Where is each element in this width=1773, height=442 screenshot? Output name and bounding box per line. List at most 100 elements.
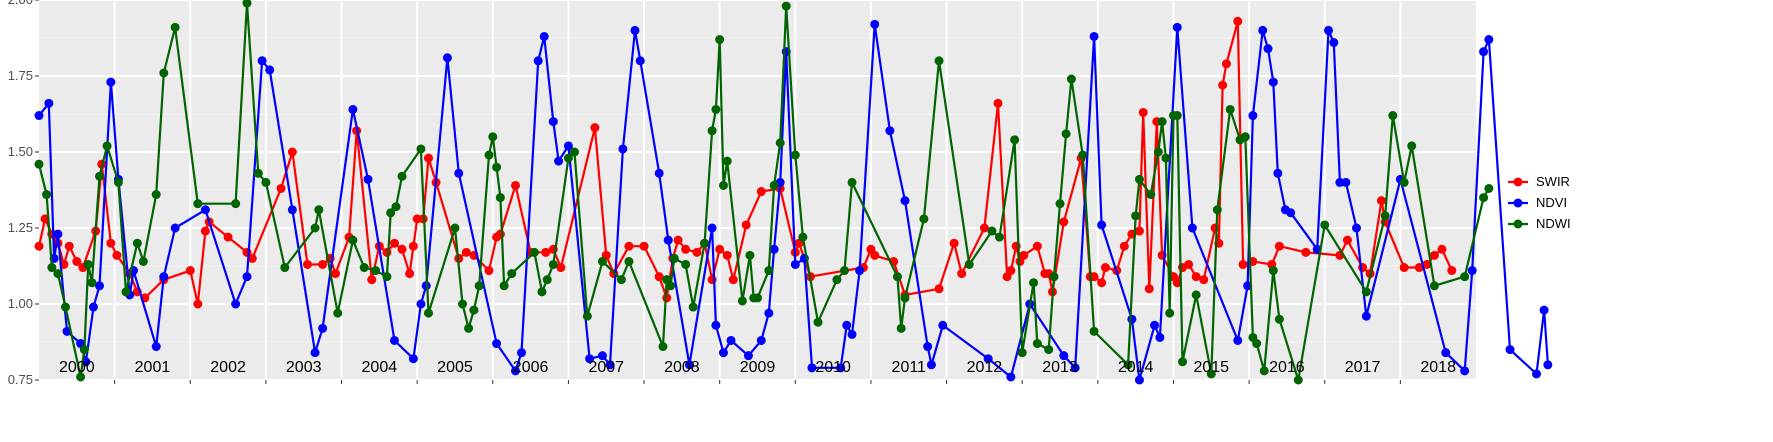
ndwi-point <box>42 190 52 200</box>
series-layer <box>34 0 1553 385</box>
ndvi-point <box>88 302 98 312</box>
ndvi-point <box>707 223 717 233</box>
ndvi-point <box>1273 168 1283 178</box>
ndvi-point <box>44 98 54 108</box>
ndwi-point <box>1178 357 1188 367</box>
ndwi-point <box>261 177 271 187</box>
swir-point <box>715 244 725 254</box>
swir-point <box>495 229 505 239</box>
ndwi-point <box>1225 104 1235 114</box>
year-label: 2014 <box>1118 359 1154 376</box>
ndwi-point <box>964 259 974 269</box>
swir-point <box>624 241 634 251</box>
ndvi-point <box>654 168 664 178</box>
ndvi-point <box>1258 25 1268 35</box>
ndwi-point <box>934 56 944 66</box>
ndwi-point <box>102 141 112 151</box>
ndwi-point <box>529 247 539 257</box>
swir-point <box>200 226 210 236</box>
ndwi-point <box>666 281 676 291</box>
year-label: 2017 <box>1345 359 1381 376</box>
swir-point <box>1221 59 1231 69</box>
ndwi-point <box>1165 308 1175 318</box>
ndwi-point <box>507 269 517 279</box>
ndwi-point <box>764 266 774 276</box>
swir-point <box>1019 250 1029 260</box>
year-label: 2010 <box>815 359 851 376</box>
ndwi-point <box>832 275 842 285</box>
ndwi-point <box>681 259 691 269</box>
ndwi-point <box>1066 74 1076 84</box>
swir-point <box>64 241 74 251</box>
ndvi-point <box>200 205 210 215</box>
swir-point <box>1172 278 1182 288</box>
ndwi-point <box>159 68 169 78</box>
ndwi-point <box>718 180 728 190</box>
ndvi-point <box>1187 223 1197 233</box>
ndvi-point <box>743 351 753 361</box>
ndvi-point <box>1361 311 1371 321</box>
swir-point <box>34 241 44 251</box>
ndwi-point <box>34 159 44 169</box>
ndvi-point <box>454 168 464 178</box>
swir-point <box>1358 263 1368 273</box>
ndwi-point <box>474 281 484 291</box>
ndvi-point <box>605 360 615 370</box>
swir-point <box>1100 263 1110 273</box>
year-label: 2013 <box>1042 359 1078 376</box>
ndwi-point <box>1049 272 1059 282</box>
ndwi-point <box>1078 150 1088 160</box>
ndvi-point <box>1484 35 1494 45</box>
swir-point <box>590 123 600 133</box>
ndvi-point <box>635 56 645 66</box>
swir-point <box>1422 259 1432 269</box>
ndvi-point <box>348 104 358 114</box>
ndwi-point <box>537 287 547 297</box>
ndwi-point <box>499 281 509 291</box>
ndvi-point <box>408 354 418 364</box>
ndvi-point <box>1543 360 1553 370</box>
ndwi-point <box>151 190 161 200</box>
ndwi-point <box>47 263 57 273</box>
ndvi-point <box>242 272 252 282</box>
swir-point <box>223 232 233 242</box>
ndwi-point <box>138 256 148 266</box>
ndwi-point <box>1399 177 1409 187</box>
ndwi-point <box>386 208 396 218</box>
ndvi-point <box>257 56 267 66</box>
swir-point <box>510 180 520 190</box>
legend-label-ndvi: NDVI <box>1536 195 1567 210</box>
ndvi-point <box>1134 375 1144 385</box>
swir-point <box>424 153 434 163</box>
ndvi-point <box>389 335 399 345</box>
ndwi-point <box>688 302 698 312</box>
year-label: 2015 <box>1193 359 1229 376</box>
swir-point <box>408 241 418 251</box>
y-tick-label: 1.75 <box>8 68 33 83</box>
ndwi-point <box>333 308 343 318</box>
year-label: 2001 <box>135 359 171 376</box>
y-tick-label: 1.50 <box>8 144 33 159</box>
swir-point <box>397 244 407 254</box>
ndwi-point <box>1044 345 1054 355</box>
ndvi-point <box>842 320 852 330</box>
ndwi-point <box>170 22 180 32</box>
ndwi-point <box>737 296 747 306</box>
year-label: 2003 <box>286 359 322 376</box>
ndvi-point <box>870 19 880 29</box>
ndvi-point <box>1441 348 1451 358</box>
ndwi-point <box>1212 205 1222 215</box>
ndwi-point <box>700 238 710 248</box>
ndvi-point <box>1233 335 1243 345</box>
ndvi-point <box>106 77 116 87</box>
ndvi-point <box>926 360 936 370</box>
ndvi-point <box>938 320 948 330</box>
ndwi-point <box>548 259 558 269</box>
swir-point <box>1006 266 1016 276</box>
swir-point <box>1233 16 1243 26</box>
ndvi-point <box>983 354 993 364</box>
ndvi-point <box>510 366 520 376</box>
ndwi-point <box>450 223 460 233</box>
ndwi-point <box>987 226 997 236</box>
ndwi-point <box>464 323 474 333</box>
